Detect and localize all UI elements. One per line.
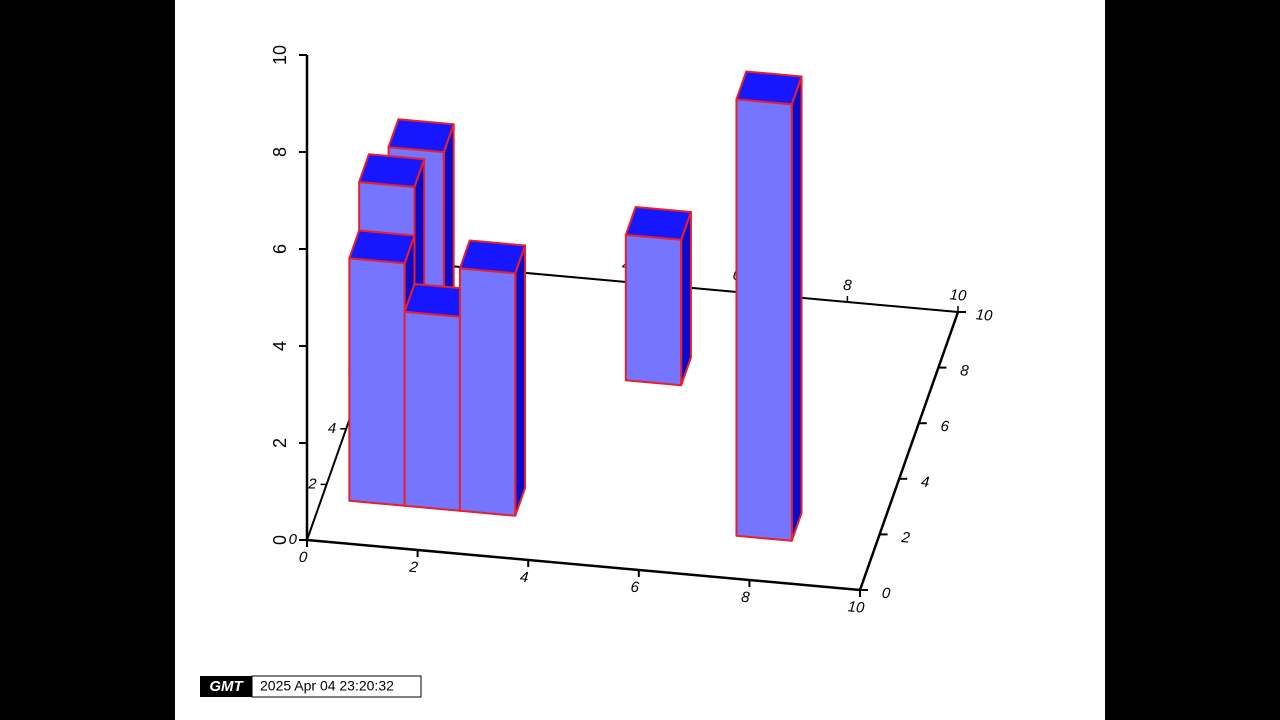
y-tick-label: 0	[881, 585, 891, 603]
x-tick-label-back: 10	[949, 286, 968, 304]
bar-top	[387, 118, 455, 154]
z-tick-label: 10	[270, 45, 290, 65]
x-tick-label: 2	[408, 559, 419, 577]
x-tick-label-back: 8	[843, 277, 853, 295]
bar-side	[514, 244, 527, 517]
logo: GMT	[209, 678, 244, 695]
z-tick-label: 2	[270, 438, 290, 448]
x-tick-label: 10	[847, 598, 866, 616]
y-tick-label-left: 4	[328, 420, 336, 437]
bar	[735, 98, 793, 542]
bar	[624, 233, 683, 387]
logo-box	[200, 676, 252, 697]
bar	[348, 257, 406, 507]
right-y-axis	[858, 311, 960, 591]
bar-top	[624, 206, 692, 241]
z-tick-label: 8	[270, 147, 290, 157]
y-tick-label: 2	[900, 529, 911, 547]
timestamp: GMT 2025 Apr 04 23:20:32	[200, 675, 422, 698]
time-box	[251, 675, 422, 698]
y-tick-label: 6	[940, 418, 950, 436]
timestamp-text: 2025 Apr 04 23:20:32	[260, 678, 394, 694]
bar	[403, 310, 461, 512]
bar	[458, 267, 517, 517]
x-tick-label: 0	[298, 549, 308, 567]
bar-top	[735, 70, 803, 106]
y-tick-label: 10	[975, 306, 994, 324]
x-tick-label: 4	[519, 569, 529, 587]
bar-top	[358, 153, 426, 188]
bar-top	[348, 229, 416, 265]
z-tick-label: 0	[270, 535, 290, 545]
x-tick-label: 8	[741, 589, 751, 607]
y-tick-label: 4	[920, 473, 930, 491]
y-tick-label-left: 2	[307, 475, 317, 492]
z-tick-label: 4	[270, 341, 290, 351]
bar-top	[458, 239, 527, 275]
y-tick-label: 8	[960, 362, 970, 380]
x-tick-label: 6	[630, 579, 640, 597]
bar-side	[790, 75, 803, 542]
front-x-axis	[306, 538, 861, 592]
y-tick-label-left: 0	[289, 531, 298, 548]
z-tick-label: 6	[270, 244, 290, 254]
